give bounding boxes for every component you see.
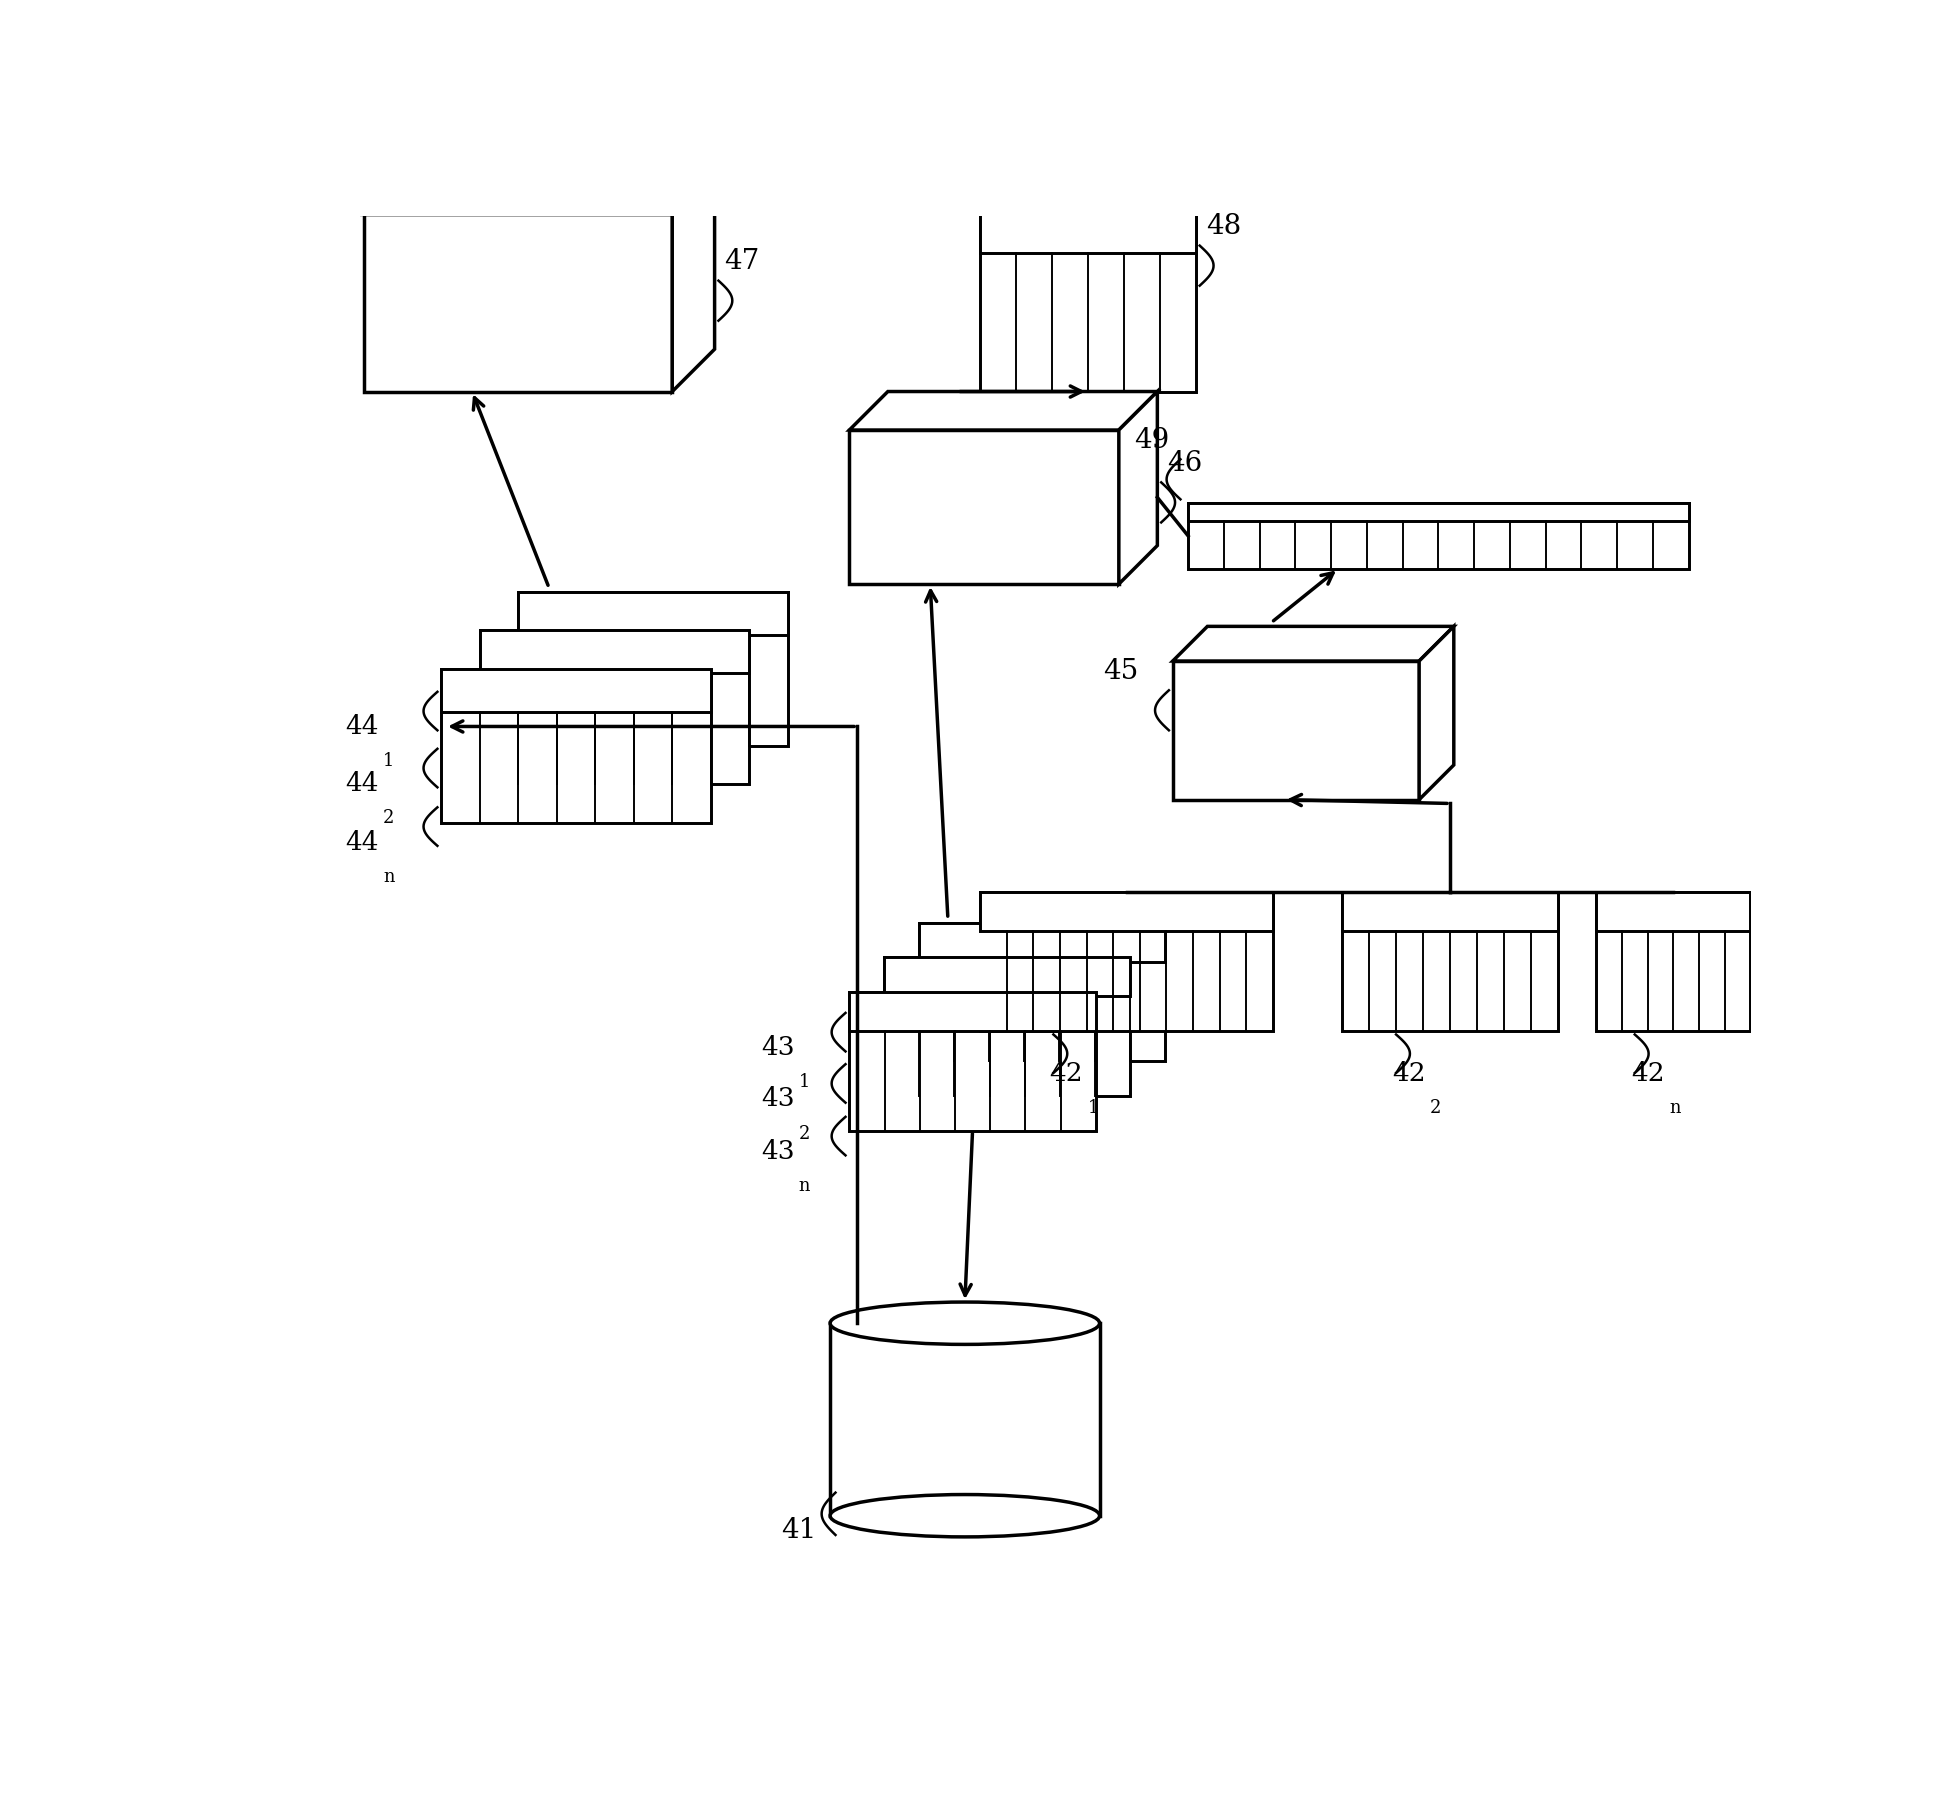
Polygon shape: [979, 201, 1196, 392]
Text: 47: 47: [724, 248, 761, 275]
Text: 44: 44: [345, 714, 378, 739]
Polygon shape: [673, 173, 714, 392]
Polygon shape: [365, 215, 673, 392]
Text: 45: 45: [1104, 658, 1139, 685]
Polygon shape: [849, 392, 1157, 430]
Text: 41: 41: [782, 1516, 817, 1543]
Text: 43: 43: [761, 1035, 794, 1059]
Polygon shape: [1342, 893, 1557, 931]
Polygon shape: [884, 958, 1130, 997]
Text: 43: 43: [761, 1086, 794, 1111]
Polygon shape: [519, 593, 788, 636]
Text: 48: 48: [1206, 213, 1241, 240]
Polygon shape: [1173, 627, 1453, 661]
Text: n: n: [798, 1176, 810, 1194]
Polygon shape: [1188, 504, 1690, 522]
Polygon shape: [849, 430, 1118, 585]
Polygon shape: [1596, 893, 1750, 931]
Text: n: n: [382, 867, 394, 885]
Polygon shape: [480, 631, 749, 784]
Polygon shape: [519, 593, 788, 746]
Text: 44: 44: [345, 770, 378, 795]
Polygon shape: [1173, 661, 1418, 801]
Text: 1: 1: [798, 1073, 810, 1091]
Polygon shape: [441, 669, 710, 824]
Polygon shape: [829, 1323, 1100, 1516]
Text: 2: 2: [382, 810, 394, 828]
Ellipse shape: [829, 1494, 1100, 1538]
Polygon shape: [1418, 627, 1453, 801]
Polygon shape: [1188, 504, 1690, 569]
Text: 43: 43: [761, 1138, 794, 1164]
Text: n: n: [1668, 1099, 1680, 1117]
Text: 42: 42: [1393, 1061, 1426, 1084]
Text: 42: 42: [1631, 1061, 1664, 1084]
Text: 2: 2: [798, 1124, 810, 1142]
Text: 2: 2: [1430, 1099, 1442, 1117]
Polygon shape: [1118, 392, 1157, 585]
Polygon shape: [1342, 893, 1557, 1032]
Polygon shape: [979, 893, 1272, 1032]
Polygon shape: [979, 893, 1272, 931]
Polygon shape: [919, 923, 1165, 961]
Polygon shape: [919, 923, 1165, 1063]
Text: 1: 1: [1087, 1099, 1098, 1117]
Polygon shape: [1596, 893, 1750, 1032]
Polygon shape: [365, 173, 714, 215]
Text: 1: 1: [382, 752, 394, 770]
Polygon shape: [979, 201, 1196, 253]
Text: 44: 44: [345, 829, 378, 855]
Polygon shape: [480, 631, 749, 674]
Polygon shape: [849, 992, 1096, 1131]
Polygon shape: [849, 992, 1096, 1032]
Ellipse shape: [829, 1303, 1100, 1344]
Polygon shape: [441, 669, 710, 712]
Polygon shape: [884, 958, 1130, 1097]
Text: 46: 46: [1167, 450, 1202, 477]
Text: 49: 49: [1134, 426, 1169, 454]
Text: 42: 42: [1050, 1061, 1083, 1084]
